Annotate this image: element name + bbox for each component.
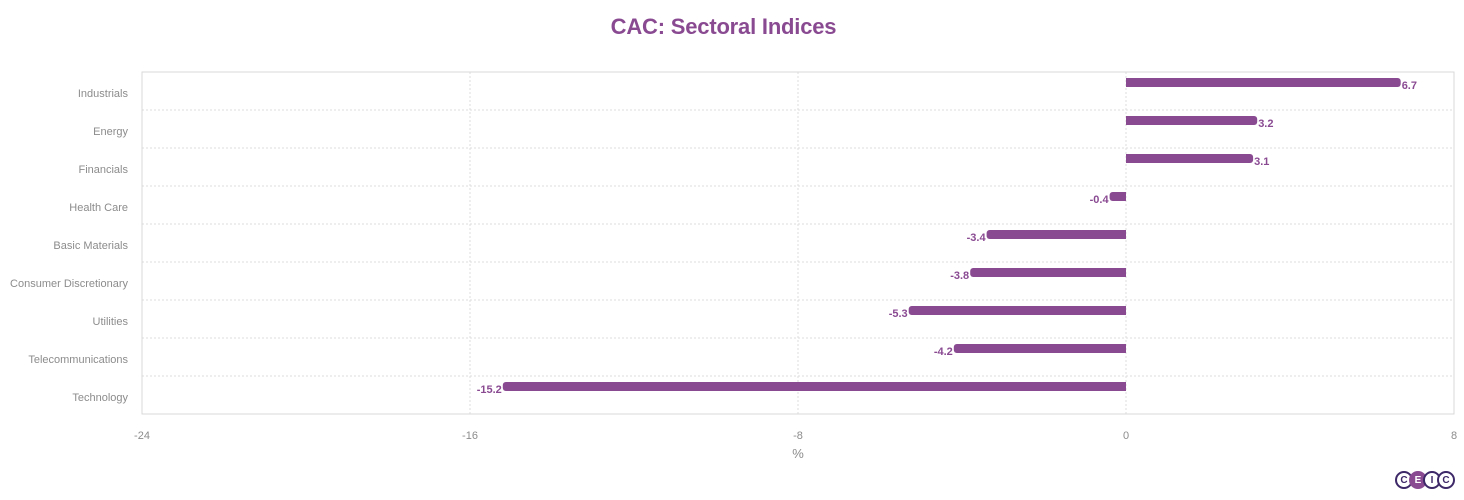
grid-lines	[142, 72, 1454, 414]
data-label: -3.8	[950, 270, 969, 282]
chart-title: CAC: Sectoral Indices	[610, 14, 837, 39]
category-label: Technology	[72, 392, 128, 404]
bar-base	[1122, 382, 1126, 391]
data-label: -15.2	[477, 384, 502, 396]
data-label: 3.2	[1258, 118, 1273, 130]
bar-base	[1122, 344, 1126, 353]
plot-area	[141, 71, 1455, 415]
bars	[502, 78, 1401, 391]
bar	[986, 230, 1126, 239]
data-labels: 6.7 3.2 3.1 -0.4 -3.4 -3.8 -5.3 -4.2 -15.2	[477, 80, 1417, 396]
x-tick-label: -24	[134, 430, 150, 442]
category-label: Telecommunications	[28, 354, 128, 366]
bar-base	[1122, 230, 1126, 239]
category-label: Consumer Discretionary	[10, 278, 128, 290]
ceic-logo: C E I C	[1395, 471, 1455, 491]
data-label: -5.3	[889, 308, 908, 320]
bar	[1109, 192, 1126, 201]
x-tick-label: -8	[793, 430, 803, 442]
bar	[502, 382, 1126, 391]
data-label: 3.1	[1254, 156, 1269, 168]
category-label: Utilities	[93, 316, 129, 328]
x-axis-title: %	[792, 446, 804, 461]
x-tick-labels: -24 -16 -8 0 8	[134, 430, 1457, 442]
bar-base	[1126, 116, 1130, 125]
data-label: -4.2	[934, 346, 953, 358]
category-labels: Industrials Energy Financials Health Care Ba…	[10, 88, 128, 404]
bar	[1126, 78, 1401, 87]
bar	[1126, 154, 1254, 163]
bar-base	[1122, 268, 1126, 277]
bar-base	[1122, 306, 1126, 315]
category-label: Financials	[78, 164, 128, 176]
bar	[908, 306, 1126, 315]
bar	[1126, 116, 1258, 125]
category-label: Health Care	[69, 202, 128, 214]
bar	[953, 344, 1126, 353]
category-label: Energy	[93, 126, 128, 138]
x-tick-label: 0	[1123, 430, 1129, 442]
bar-base	[1126, 154, 1130, 163]
x-tick-label: 8	[1451, 430, 1457, 442]
logo-letter: C	[1437, 471, 1455, 489]
category-label: Basic Materials	[53, 240, 128, 252]
x-tick-label: -16	[462, 430, 478, 442]
bar-base	[1126, 78, 1130, 87]
bar	[970, 268, 1126, 277]
data-label: -3.4	[967, 232, 987, 244]
bar-base	[1122, 192, 1126, 201]
data-label: 6.7	[1402, 80, 1417, 92]
category-label: Industrials	[78, 88, 129, 100]
data-label: -0.4	[1090, 194, 1110, 206]
